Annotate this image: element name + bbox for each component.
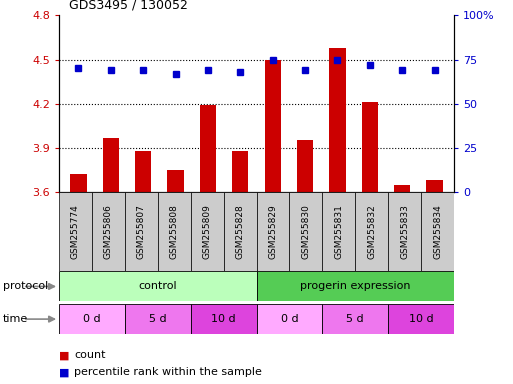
Text: GSM255831: GSM255831: [334, 204, 343, 259]
Bar: [92, 192, 125, 271]
Bar: [297, 141, 313, 192]
Text: control: control: [139, 281, 177, 291]
Bar: [329, 48, 346, 192]
Text: 10 d: 10 d: [211, 314, 236, 324]
Text: 0 d: 0 d: [83, 314, 101, 324]
Bar: [191, 304, 256, 334]
Text: ■: ■: [59, 350, 69, 360]
Bar: [355, 192, 388, 271]
Bar: [232, 151, 248, 192]
Bar: [59, 271, 256, 301]
Bar: [265, 60, 281, 192]
Bar: [256, 304, 322, 334]
Bar: [426, 180, 443, 192]
Bar: [224, 192, 256, 271]
Bar: [256, 271, 454, 301]
Text: GSM255828: GSM255828: [235, 204, 245, 259]
Text: GSM255834: GSM255834: [433, 204, 442, 259]
Bar: [191, 192, 224, 271]
Text: 10 d: 10 d: [409, 314, 433, 324]
Bar: [421, 192, 454, 271]
Bar: [135, 151, 151, 192]
Text: 5 d: 5 d: [346, 314, 364, 324]
Text: count: count: [74, 350, 106, 360]
Bar: [388, 192, 421, 271]
Text: progerin expression: progerin expression: [300, 281, 410, 291]
Bar: [103, 137, 119, 192]
Text: ■: ■: [59, 367, 69, 377]
Text: 5 d: 5 d: [149, 314, 167, 324]
Text: GSM255806: GSM255806: [104, 204, 113, 259]
Bar: [362, 102, 378, 192]
Text: GSM255832: GSM255832: [367, 204, 376, 259]
Bar: [70, 174, 87, 192]
Bar: [256, 192, 289, 271]
Bar: [394, 185, 410, 192]
Bar: [289, 192, 322, 271]
Text: time: time: [3, 314, 28, 324]
Bar: [388, 304, 454, 334]
Text: GSM255774: GSM255774: [71, 204, 80, 259]
Bar: [59, 304, 125, 334]
Bar: [59, 192, 92, 271]
Bar: [125, 304, 191, 334]
Text: GDS3495 / 130052: GDS3495 / 130052: [69, 0, 188, 12]
Bar: [322, 304, 388, 334]
Text: GSM255808: GSM255808: [170, 204, 179, 259]
Bar: [322, 192, 355, 271]
Text: GSM255829: GSM255829: [268, 204, 278, 259]
Bar: [167, 170, 184, 192]
Text: percentile rank within the sample: percentile rank within the sample: [74, 367, 262, 377]
Text: protocol: protocol: [3, 281, 48, 291]
Bar: [200, 105, 216, 192]
Text: GSM255807: GSM255807: [137, 204, 146, 259]
Text: GSM255809: GSM255809: [203, 204, 212, 259]
Text: GSM255830: GSM255830: [301, 204, 310, 259]
Text: GSM255833: GSM255833: [400, 204, 409, 259]
Bar: [158, 192, 191, 271]
Bar: [125, 192, 158, 271]
Text: 0 d: 0 d: [281, 314, 298, 324]
